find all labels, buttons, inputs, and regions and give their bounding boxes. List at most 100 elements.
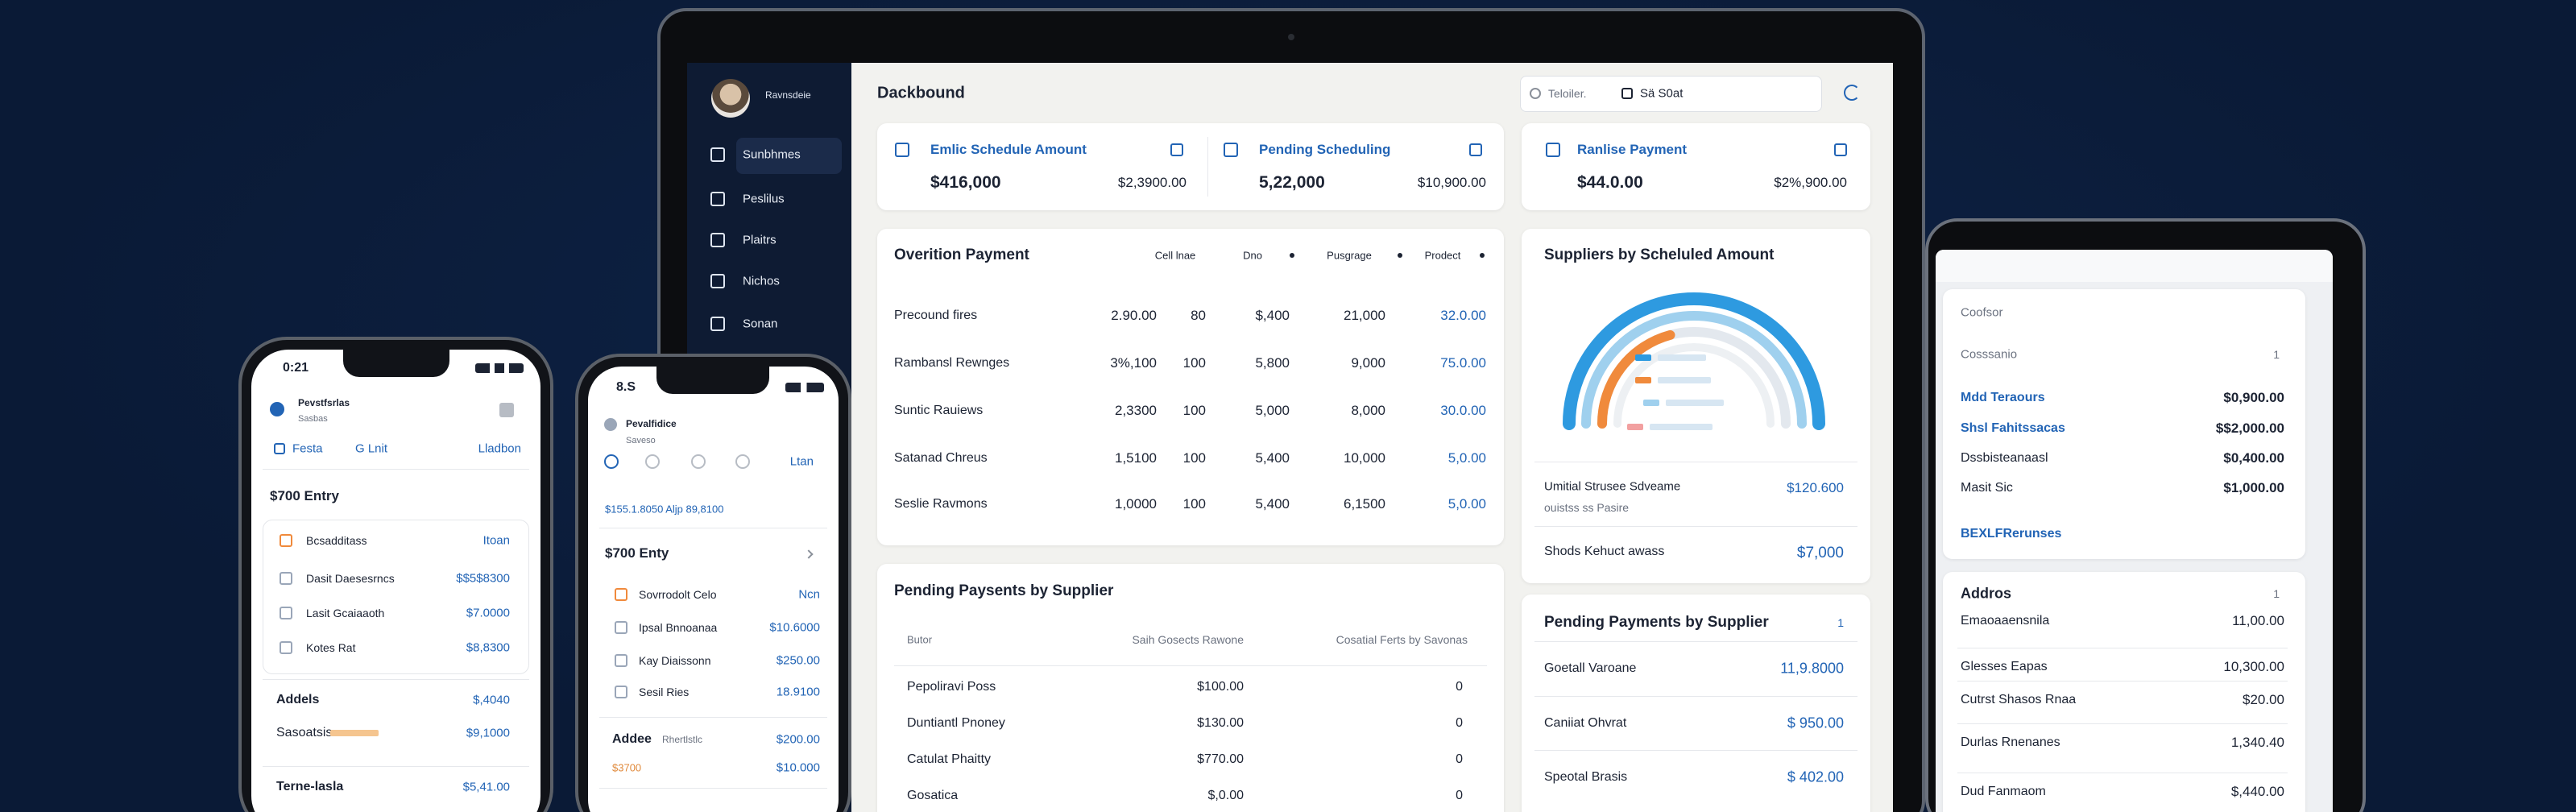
card (877, 123, 1504, 210)
menu-item[interactable]: Sonan (743, 317, 778, 331)
link[interactable]: BEXLFRerunses (1961, 527, 2062, 541)
summary-secondary: $2,3900.00 (1117, 175, 1187, 190)
cell: 100 (1182, 403, 1206, 418)
cell: 9,000 (1351, 355, 1385, 371)
menu-highlight (736, 138, 842, 174)
total-value: $10.000 (776, 760, 820, 775)
card (1522, 123, 1870, 210)
summary-value: $44.0.00 (1577, 173, 1643, 192)
column-header: Dno (1243, 249, 1262, 262)
row-label: Mdd Teraours (1961, 391, 2045, 404)
cell: 0 (1456, 680, 1463, 694)
gauge-chart (1563, 292, 1825, 430)
row-value: Ncn (798, 587, 820, 602)
icon (1170, 143, 1183, 156)
icon (280, 534, 292, 547)
entry-card (263, 520, 529, 674)
icon (280, 572, 292, 585)
filter[interactable]: Sä S0at (1640, 86, 1684, 101)
legend-bar (1658, 354, 1706, 361)
row-label: Gosatica (907, 789, 959, 802)
summary-secondary: $10,900.00 (1417, 175, 1486, 190)
cell: 5,0.00 (1447, 450, 1486, 466)
cell: 1,5100 (1115, 450, 1157, 466)
tab[interactable]: G Lnit (355, 441, 388, 456)
cell: 0 (1456, 716, 1463, 730)
entry-title: $700 Enty (605, 545, 669, 561)
divider (263, 766, 529, 767)
total-label: $3700 (612, 761, 642, 774)
gauge-arc (1581, 311, 1807, 429)
icon (280, 641, 292, 654)
cell: 100 (1182, 355, 1206, 371)
close-button[interactable] (499, 403, 514, 417)
cell: 5,800 (1255, 355, 1290, 371)
card-title: Pending Paysents by Supplier (894, 582, 1114, 599)
cell: $770.00 (1197, 752, 1244, 766)
total-value: $9,1000 (466, 726, 510, 740)
tab[interactable]: Ltan (789, 454, 814, 469)
cell: $130.00 (1197, 716, 1244, 730)
icon (604, 454, 619, 469)
divider (1534, 641, 1857, 642)
icon (615, 588, 627, 601)
total-label: Sasoatsis (276, 726, 333, 740)
menu-item[interactable]: Nichos (743, 274, 780, 288)
divider (1207, 137, 1208, 197)
cell: 3%,100 (1110, 355, 1157, 371)
row-value: $1,000.00 (2223, 480, 2284, 495)
total-label: Addee (612, 732, 652, 746)
cell: 6,1500 (1344, 496, 1385, 512)
row-label: Emaoaaensnila (1961, 614, 2050, 628)
card (1943, 289, 2305, 559)
cell: $100.00 (1197, 680, 1244, 694)
gauge-arc (1597, 329, 1675, 429)
dot (1290, 253, 1294, 258)
icon (1834, 143, 1847, 156)
icon (1224, 143, 1238, 157)
app-icon (604, 418, 617, 431)
row-value: $$2,000.00 (2215, 420, 2284, 436)
notch (656, 367, 769, 394)
profile-subtitle: Sasbas (298, 414, 328, 424)
total-value: $5,41.00 (462, 780, 510, 794)
row-value: Itoan (482, 533, 510, 548)
icon (710, 274, 725, 288)
icon (895, 143, 909, 157)
tab[interactable]: Festa (292, 441, 323, 456)
app-icon (270, 402, 284, 416)
profile-name: Pevalfidice (626, 418, 677, 429)
legend-swatch (1635, 377, 1651, 383)
row-label: Suntic Rauiews (894, 404, 984, 417)
menu-item[interactable]: Peslilus (743, 192, 785, 206)
divider (1534, 696, 1857, 697)
row-label: Ipsal Bnnoanaa (639, 621, 718, 634)
cell: 2,3300 (1115, 403, 1157, 418)
divider (263, 469, 529, 470)
camera (1288, 34, 1294, 40)
divider (263, 679, 529, 680)
avatar (711, 79, 750, 118)
item-label: Shods Kehuct awass (1544, 545, 1665, 558)
legend-bar (1666, 400, 1724, 406)
status-time: 0:21 (283, 361, 309, 375)
menu-item[interactable]: Plaitrs (743, 233, 777, 247)
row-label: Pepoliravi Poss (907, 680, 996, 694)
total-value: $200.00 (776, 732, 820, 747)
search-placeholder[interactable]: Teloiler. (1548, 87, 1587, 100)
cell: 5,000 (1255, 403, 1290, 418)
cell: 21,000 (1344, 308, 1385, 323)
row-value: $0,900.00 (2223, 390, 2284, 405)
cell: 100 (1182, 450, 1206, 466)
summary-value: $416,000 (930, 173, 1001, 192)
page-title: Dackbound (877, 84, 965, 102)
cell: 100 (1182, 496, 1206, 512)
tab[interactable]: Lladbon (478, 441, 521, 456)
menu-item[interactable]: Sunbhmes (743, 147, 801, 162)
row-label: Dud Fanmaom (1961, 785, 2046, 798)
refresh[interactable] (1844, 85, 1860, 101)
icon (710, 233, 725, 247)
row-value: 11,00.00 (2232, 613, 2284, 628)
search-box[interactable] (1520, 76, 1822, 112)
row-value: $250.00 (776, 653, 820, 668)
